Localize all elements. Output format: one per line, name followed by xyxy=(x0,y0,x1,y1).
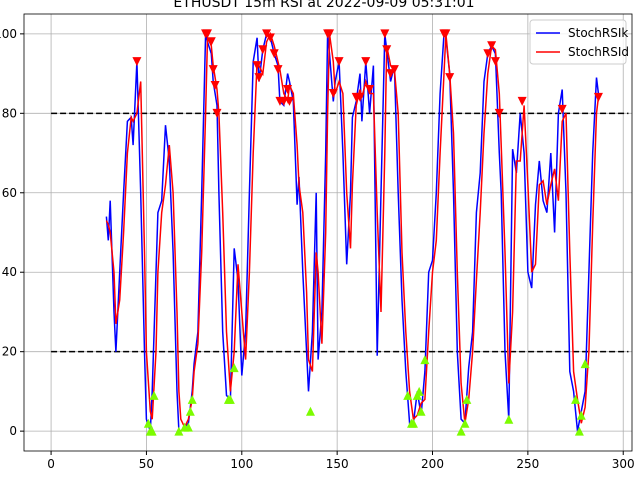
buy-marker xyxy=(147,426,157,436)
buy-marker xyxy=(420,355,430,365)
plot-frame xyxy=(23,13,633,452)
sell-marker xyxy=(380,29,390,39)
buy-marker xyxy=(580,359,590,369)
sell-marker xyxy=(252,61,262,71)
sell-marker xyxy=(210,81,220,91)
sell-marker xyxy=(494,108,504,118)
x-tick-label: 200 xyxy=(421,457,444,471)
sell-marker xyxy=(593,92,603,102)
x-tick-label: 300 xyxy=(612,457,635,471)
sell-marker xyxy=(490,57,500,67)
sell-marker xyxy=(284,96,294,106)
sell-marker xyxy=(132,57,142,67)
buy-marker xyxy=(456,426,466,436)
buy-marker xyxy=(408,418,418,428)
sell-marker xyxy=(382,45,392,55)
y-tick-label: 20 xyxy=(2,345,17,359)
x-tick-label: 100 xyxy=(230,457,253,471)
buy-marker xyxy=(225,394,235,404)
sell-marker xyxy=(202,29,212,39)
y-tick-label: 100 xyxy=(0,27,17,41)
sell-marker xyxy=(557,104,567,114)
sell-marker xyxy=(254,73,264,83)
buy-marker xyxy=(576,410,586,420)
sell-marker xyxy=(355,92,365,102)
buy-marker xyxy=(174,426,184,436)
sell-marker xyxy=(279,96,289,106)
sell-marker xyxy=(361,57,371,67)
y-tick-label: 80 xyxy=(2,106,17,120)
sell-marker xyxy=(386,69,396,79)
sell-marker xyxy=(208,65,218,75)
x-tick-label: 0 xyxy=(47,457,55,471)
sell-marker xyxy=(258,45,268,55)
buy-marker xyxy=(460,418,470,428)
series-line xyxy=(105,31,600,429)
sell-marker xyxy=(487,41,497,51)
buy-marker xyxy=(187,394,197,404)
y-tick-label: 40 xyxy=(2,265,17,279)
legend-box xyxy=(529,19,627,65)
sell-marker xyxy=(269,49,279,59)
buy-marker xyxy=(571,394,581,404)
legend: StochRSIk StochRSId xyxy=(529,19,629,65)
buy-marker xyxy=(149,390,159,400)
sell-marker xyxy=(517,96,527,106)
legend-label: StochRSId xyxy=(568,45,629,59)
buy-marker xyxy=(574,426,584,436)
buy-marker xyxy=(305,406,315,416)
y-tick-label: 60 xyxy=(2,186,17,200)
sell-marker xyxy=(328,88,338,98)
chart-title: ETHUSDT 15m RSI at 2022-09-09 05:31:01 xyxy=(173,0,474,11)
sell-marker xyxy=(206,37,216,47)
buy-marker xyxy=(185,406,195,416)
buy-marker xyxy=(183,422,193,432)
y-tick-label: 0 xyxy=(9,424,17,438)
sell-marker xyxy=(334,57,344,67)
sell-marker xyxy=(283,84,293,94)
buy-marker xyxy=(414,386,424,396)
sell-marker xyxy=(389,65,399,75)
buy-marker xyxy=(143,418,153,428)
buy-marker xyxy=(462,394,472,404)
buy-marker xyxy=(229,363,239,373)
sell-marker xyxy=(441,29,451,39)
sell-marker xyxy=(483,49,493,59)
sell-marker xyxy=(445,73,455,83)
buy-marker xyxy=(504,414,514,424)
sell-marker xyxy=(265,33,275,43)
x-tick-label: 50 xyxy=(139,457,154,471)
sell-marker xyxy=(212,108,222,118)
legend-label: StochRSIk xyxy=(568,26,628,40)
x-tick-label: 150 xyxy=(326,457,349,471)
sell-marker xyxy=(365,84,375,94)
buy-marker xyxy=(403,390,413,400)
x-tick-label: 250 xyxy=(516,457,539,471)
sell-marker xyxy=(325,29,335,39)
buy-marker xyxy=(416,406,426,416)
sell-marker xyxy=(273,65,283,75)
